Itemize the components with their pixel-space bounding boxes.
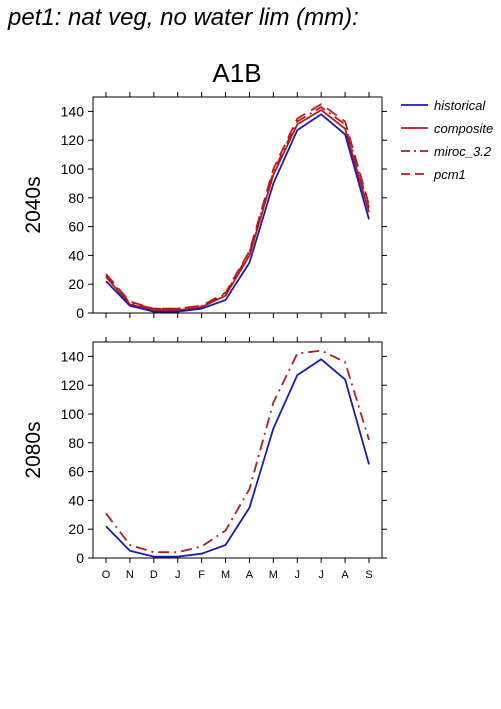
y-tick-label: 0 [76,550,84,566]
y-tick-label: 40 [68,492,84,508]
y-tick-label: 120 [61,377,85,393]
y-tick-label: 100 [61,161,85,177]
legend-label: pcm1 [433,167,466,182]
chart-panels: 0 20 40 60 80 100 120 140 2040s 0 20 40 60 80 100 120 14… [22,92,387,581]
y-tick-label: 60 [68,464,84,480]
legend-label: historical [434,98,486,113]
y-tick-label: 100 [61,406,85,422]
x-tick-label: F [198,569,205,581]
x-tick-label: M [221,569,230,581]
x-tick-label: J [318,569,324,581]
y-tick-label: 40 [68,247,84,263]
y-axis-label: 2080s [22,421,45,478]
series-line-composite [105,109,370,312]
x-tick-label: J [295,569,301,581]
series-line-historical [105,113,370,313]
y-tick-label: 20 [68,276,84,292]
y-tick-label: 140 [61,103,85,119]
x-tick-label: A [341,569,349,581]
y-tick-label: 60 [68,219,84,235]
series-line-historical [105,358,370,558]
series-line-miroc-3-2 [105,349,370,554]
x-tick-label: S [365,569,372,581]
y-tick-label: 20 [68,521,84,537]
y-tick-label: 80 [68,435,84,451]
x-tick-label: A [246,569,254,581]
y-tick-label: 80 [68,190,84,206]
legend-label: composite [434,121,493,136]
legend-label: miroc_3.2 [434,144,492,159]
series-line-pcm1 [105,103,370,310]
y-tick-label: 120 [61,132,85,148]
y-tick-label: 0 [76,305,84,321]
scenario-label: A1B [212,58,261,88]
panel-2080s: 0 20 40 60 80 100 120 140 O N D J F M A M J J A S 2080s [22,337,387,581]
x-tick-label: N [126,569,134,581]
y-tick-label: 140 [61,348,85,364]
plot-frame [92,341,383,559]
x-tick-label: D [150,569,158,581]
legend: historical composite miroc_3.2 pcm1 [401,98,493,182]
panel-2040s: 0 20 40 60 80 100 120 140 2040s [22,92,387,321]
figure-title: pet1: nat veg, no water lim (mm): [8,4,359,31]
plot-frame [92,96,383,314]
x-tick-label: M [269,569,278,581]
series-line-miroc-3-2 [105,106,370,310]
x-tick-label: O [102,569,111,581]
x-tick-label: J [175,569,181,581]
y-axis-label: 2040s [22,176,45,233]
